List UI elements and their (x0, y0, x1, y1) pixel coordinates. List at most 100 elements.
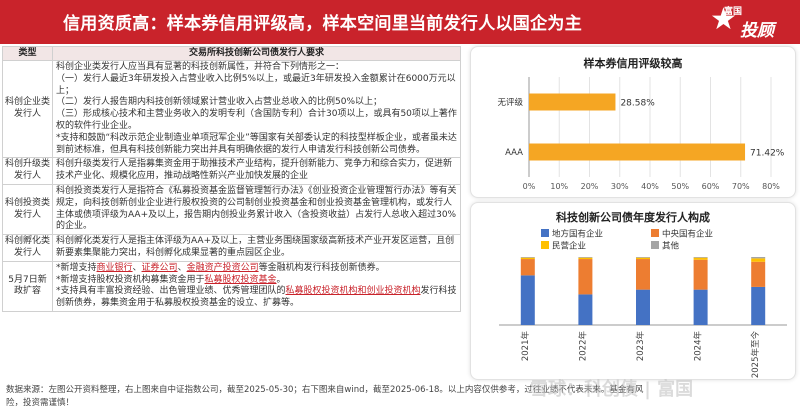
stacked-bar-segment (636, 257, 650, 260)
req-line: （二）发行人报告期内科技创新领域累计营业收入占营业总收入的比例50%以上； (56, 97, 383, 108)
x-tick-label: 0% (523, 182, 536, 191)
req-line: *新增支持股权投资机构募集资金用于私募股权投资基金。 (56, 275, 457, 287)
row-type: 科创孵化类发行人 (2, 234, 53, 262)
table-row: 科创升级类发行人 科创升级类发行人是指募集资金用于助推技术产业结构，提升创新能力… (2, 157, 461, 185)
stacked-bar-segment (520, 275, 535, 325)
stacked-bar-segment (578, 257, 593, 258)
stacked-bar-segment (751, 257, 766, 259)
issuer-chart-panel: 科技创新公司债年度发行人构成 地方国有企业 中央国有企业民营企业 其他 2021年 20… (470, 202, 796, 380)
req-text: 。 (276, 274, 286, 285)
stacked-bar-segment (693, 259, 708, 290)
brand-logo: ★ 富国 投顾 (710, 2, 790, 42)
header-bar: 信用资质高：样本券信用评级高，样本空间里当前发行人以国企为主 ★ 富国 投顾 (0, 0, 800, 44)
req-text: *新增支持 (56, 262, 97, 273)
value-label: 28.58% (620, 99, 655, 109)
legend-label: 其他 (662, 241, 680, 252)
x-tick-label: 2021年 (520, 331, 531, 362)
stacked-bar-segment (520, 257, 535, 258)
legend-swatch (541, 229, 549, 237)
x-tick-label: 40% (641, 182, 659, 191)
stacked-bar-segment (693, 289, 708, 325)
stacked-bar-segment (751, 286, 766, 325)
stacked-bar-segment (520, 257, 535, 260)
highlight-text: 私募股权投资机构和创业投资机构 (285, 286, 421, 297)
row-type: 科创投资类发行人 (2, 183, 53, 236)
x-tick-label: 2022年 (577, 331, 588, 362)
stacked-bar-segment (636, 259, 650, 290)
row-requirement: *新增支持商业银行、证券公司、金融资产投资公司等金融机构发行科技创新债券。 *新… (52, 260, 461, 312)
issuer-chart-title: 科技创新公司债年度发行人构成 (556, 211, 710, 224)
page-title: 信用资质高：样本券信用评级高，样本空间里当前发行人以国企为主 (63, 14, 582, 34)
x-tick-label: 60% (702, 182, 720, 191)
req-line: *支持和鼓励“科改示范企业制造业单项冠军企业”等国家有关部委认定的科技型样板企业… (56, 132, 457, 155)
highlight-text: 证券公司 (141, 262, 178, 273)
y-category-label: 无评级 (497, 97, 523, 108)
issuer-requirements-table: 类型 交易所科技创新公司债发行人要求 科创企业类发行人 科创企业类发行人应当具有… (2, 46, 461, 312)
footer-note: 数据来源：左图公开资料整理，右上图来自中证指数公司，截至2025-05-30；右… (6, 384, 796, 410)
x-tick-label: 80% (762, 182, 780, 191)
row-type: 5月7日新政扩容 (2, 260, 53, 312)
req-text: 、 (177, 262, 187, 273)
col-header-requirement: 交易所科技创新公司债发行人要求 (52, 46, 461, 61)
stacked-bar-segment (578, 257, 593, 260)
stacked-bar-segment (693, 257, 708, 258)
footer-line: 险，投资需谨慎！ (6, 398, 75, 408)
legend-swatch (651, 241, 659, 249)
x-tick-label: 2025年至今 (750, 331, 761, 379)
x-tick-label: 50% (671, 182, 689, 191)
stacked-bar-segment (636, 289, 650, 325)
req-text: 发行科技创新债券，募集资金用于私募股权投资基金的设立、扩募等。 (56, 286, 457, 309)
footer-line: 数据来源：左图公开资料整理，右上图来自中证指数公司，截至2025-05-30；右… (6, 385, 644, 395)
row-requirement: 科创投资类发行人是指符合《私募投资基金监督管理暂行办法》《创业投资企业管理暂行办… (52, 183, 461, 236)
x-tick-label: 20% (581, 182, 599, 191)
highlight-text: 商业银行 (96, 262, 133, 273)
legend-label: 地方国有企业 (552, 229, 603, 240)
col-header-type: 类型 (2, 46, 53, 61)
rating-bar-chart: 0% 10% 20% 30% 40% 50% 60% 70% 80% 无评级 28.58% AAA 71… (497, 77, 785, 191)
stacked-bar-segment (578, 259, 593, 295)
req-line: （三）形成核心技术和主营业务收入的发明专利（含国防专利）合计30项以上，或具有5… (56, 109, 457, 131)
req-line: （一）发行人最近3年研发投入占营业收入比例5%以上，或最近3年研发投入金额累计在… (56, 73, 456, 96)
highlight-text: 私募股权投资基金 (204, 274, 277, 285)
legend-swatch (651, 229, 659, 237)
stacked-bar-segment (751, 258, 766, 262)
y-category-label: AAA (505, 148, 523, 158)
x-tick-label: 30% (611, 182, 629, 191)
row-requirement: 科创孵化类发行人是指主体评级为AA+及以上，主营业务围绕国家级高新技术产业开发区… (52, 234, 461, 262)
table-row: 科创企业类发行人 科创企业类发行人应当具有显著的科技创新属性，并符合下列情形之一… (2, 59, 461, 159)
req-text: *支持具有丰富投资经验、出色管理业绩、优秀管理团队的 (56, 286, 286, 297)
stacked-bar-segment (693, 257, 708, 260)
table-row: 5月7日新政扩容 *新增支持商业银行、证券公司、金融资产投资公司等金融机构发行科… (2, 260, 461, 312)
table-header-row: 类型 交易所科技创新公司债发行人要求 (2, 46, 461, 61)
rating-chart-title: 样本券信用评级较高 (583, 57, 683, 70)
rating-bar (529, 93, 616, 111)
req-line: 科创企业类发行人应当具有显著的科技创新属性，并符合下列情形之一： (56, 62, 345, 72)
stacked-bar-segment (636, 257, 650, 258)
stacked-bar-segment (578, 294, 593, 325)
table-row: 科创孵化类发行人 科创孵化类发行人是指主体评级为AA+及以上，主营业务围绕国家级… (2, 234, 461, 262)
x-tick-label: 2024年 (693, 331, 704, 362)
row-type: 科创升级类发行人 (2, 157, 53, 185)
rating-bar (529, 143, 746, 161)
req-line: *支持具有丰富投资经验、出色管理业绩、优秀管理团队的私募股权投资机构和创业投资机… (56, 286, 457, 310)
value-label: 71.42% (750, 149, 785, 159)
watermark: 雪球：科创债 | 富国 (530, 379, 694, 400)
stacked-bar-segment (751, 261, 766, 287)
table-row: 科创投资类发行人 科创投资类发行人是指符合《私募投资基金监督管理暂行办法》《创业… (2, 183, 461, 236)
req-text: 、 (132, 262, 142, 273)
x-tick-label: 10% (550, 182, 568, 191)
legend-label: 民营企业 (552, 241, 586, 252)
brand-big-text: 投顾 (740, 21, 774, 41)
x-tick-label: 2023年 (635, 331, 646, 362)
req-line: *新增支持商业银行、证券公司、金融资产投资公司等金融机构发行科技创新债券。 (56, 263, 457, 275)
req-text: 等金融机构发行科技创新债券。 (258, 262, 385, 273)
row-type: 科创企业类发行人 (2, 59, 53, 159)
req-text: *新增支持股权投资机构募集资金用于 (56, 274, 205, 285)
brand-small-text: 富国 (724, 7, 743, 17)
legend-label: 中央国有企业 (662, 229, 713, 240)
highlight-text: 金融资产投资公司 (186, 262, 259, 273)
star-icon: ★ (710, 2, 737, 37)
x-tick-label: 70% (732, 182, 750, 191)
legend-swatch (541, 241, 549, 249)
